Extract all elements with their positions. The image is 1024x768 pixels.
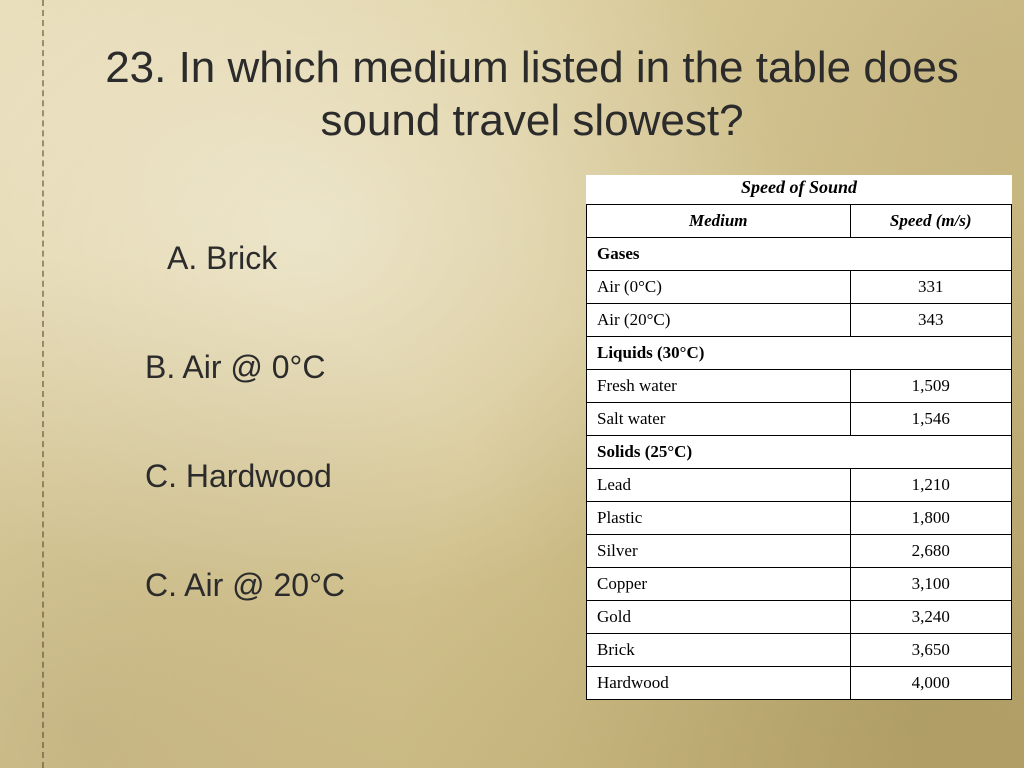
table-row: Salt water 1,546 [587, 403, 1012, 436]
table-section-row: Solids (25°C) [587, 436, 1012, 469]
answer-options: A. Brick B. Air @ 0°C C. Hardwood C. Air… [145, 240, 345, 676]
table-row: Silver 2,680 [587, 535, 1012, 568]
cell-medium: Silver [587, 535, 851, 568]
table-row: Copper 3,100 [587, 568, 1012, 601]
cell-speed: 343 [850, 304, 1012, 337]
table-section-row: Liquids (30°C) [587, 337, 1012, 370]
cell-medium: Plastic [587, 502, 851, 535]
table-header-row: Medium Speed (m/s) [587, 205, 1012, 238]
cell-medium: Copper [587, 568, 851, 601]
cell-speed: 1,546 [850, 403, 1012, 436]
cell-speed: 1,800 [850, 502, 1012, 535]
table-caption: Speed of Sound [586, 175, 1012, 204]
cell-speed: 4,000 [850, 667, 1012, 700]
cell-speed: 331 [850, 271, 1012, 304]
cell-medium: Brick [587, 634, 851, 667]
cell-medium: Air (0°C) [587, 271, 851, 304]
cell-medium: Salt water [587, 403, 851, 436]
section-title: Liquids (30°C) [587, 337, 1012, 370]
cell-medium: Hardwood [587, 667, 851, 700]
section-title: Gases [587, 238, 1012, 271]
table-row: Fresh water 1,509 [587, 370, 1012, 403]
col-header-speed: Speed (m/s) [850, 205, 1012, 238]
section-title: Solids (25°C) [587, 436, 1012, 469]
cell-medium: Lead [587, 469, 851, 502]
cell-medium: Fresh water [587, 370, 851, 403]
table-row: Air (0°C) 331 [587, 271, 1012, 304]
cell-speed: 1,210 [850, 469, 1012, 502]
col-header-medium: Medium [587, 205, 851, 238]
cell-speed: 3,100 [850, 568, 1012, 601]
table-row: Hardwood 4,000 [587, 667, 1012, 700]
option-d: C. Air @ 20°C [145, 567, 345, 604]
stitch-border [42, 0, 44, 768]
table-row: Gold 3,240 [587, 601, 1012, 634]
cell-speed: 1,509 [850, 370, 1012, 403]
table-section-row: Gases [587, 238, 1012, 271]
slide: 23. In which medium listed in the table … [0, 0, 1024, 768]
cell-speed: 3,650 [850, 634, 1012, 667]
table-row: Lead 1,210 [587, 469, 1012, 502]
option-c: C. Hardwood [145, 458, 345, 495]
table-row: Brick 3,650 [587, 634, 1012, 667]
table-row: Air (20°C) 343 [587, 304, 1012, 337]
cell-speed: 3,240 [850, 601, 1012, 634]
question-text: 23. In which medium listed in the table … [100, 42, 964, 148]
option-a: A. Brick [145, 240, 345, 277]
cell-medium: Air (20°C) [587, 304, 851, 337]
cell-medium: Gold [587, 601, 851, 634]
option-b: B. Air @ 0°C [145, 349, 345, 386]
cell-speed: 2,680 [850, 535, 1012, 568]
speed-of-sound-table: Speed of Sound Medium Speed (m/s) Gases … [586, 175, 1012, 700]
table: Medium Speed (m/s) Gases Air (0°C) 331 A… [586, 204, 1012, 700]
table-row: Plastic 1,800 [587, 502, 1012, 535]
